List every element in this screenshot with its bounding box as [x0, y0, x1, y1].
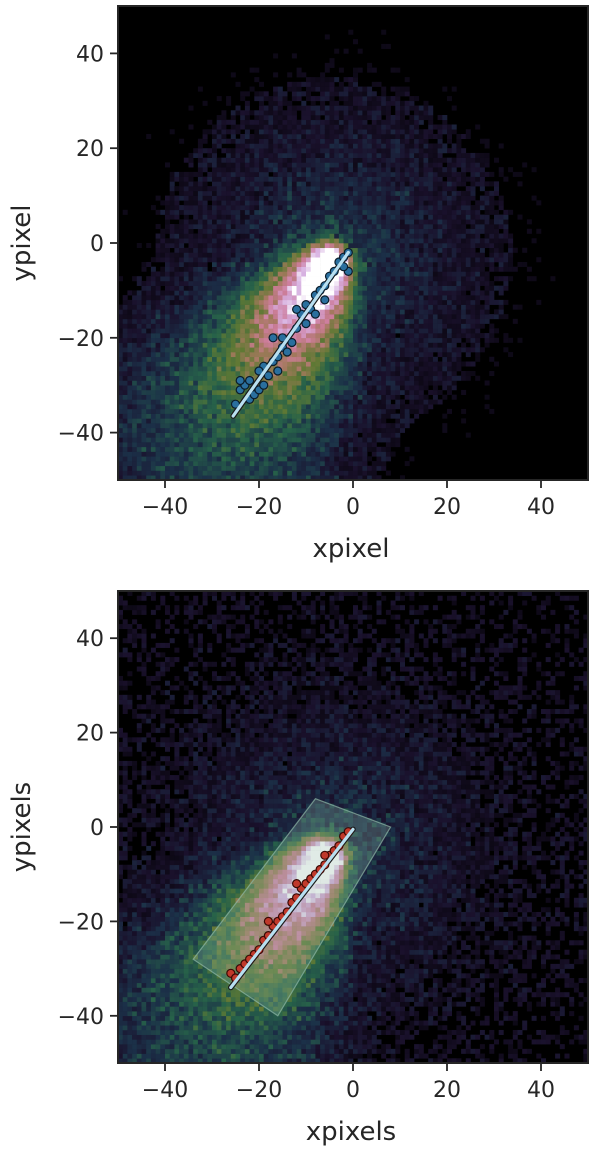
x-tick-label: −20	[236, 495, 282, 520]
x-axis-label: xpixel	[313, 534, 390, 564]
fit-line	[229, 827, 355, 990]
data-point	[245, 375, 255, 386]
data-point	[259, 380, 269, 390]
x-tick-label: 0	[346, 1078, 360, 1103]
data-point	[230, 399, 241, 409]
y-tick-label: −20	[58, 910, 104, 935]
y-tick-label: −40	[58, 422, 104, 447]
y-tick-label: 40	[76, 627, 104, 652]
data-point	[263, 916, 273, 927]
x-tick-label: 40	[527, 495, 555, 520]
density-heatmap	[118, 29, 556, 480]
y-tick-label: 40	[76, 42, 104, 67]
y-tick-label: 0	[90, 816, 104, 841]
y-axis-label: ypixel	[7, 205, 37, 282]
y-tick-label: 0	[90, 232, 104, 257]
fit-line	[231, 250, 350, 418]
x-tick-label: −20	[236, 1078, 282, 1103]
data-point	[301, 319, 311, 329]
panel-1: −40 −20 0 20 40 40 20 0 −20 −40 xpixel ypixel	[7, 5, 589, 564]
data-point	[282, 347, 292, 357]
data-point	[292, 304, 302, 314]
density-heatmap	[118, 591, 588, 1063]
data-point	[320, 850, 330, 860]
data-point	[320, 295, 330, 305]
data-point	[292, 878, 302, 889]
data-point	[287, 337, 297, 348]
data-point	[268, 333, 278, 343]
data-point	[235, 375, 245, 386]
y-tick-label: −20	[58, 327, 104, 352]
y-tick-label: −40	[58, 1005, 104, 1030]
data-point	[263, 371, 273, 381]
x-tick-label: 20	[433, 1078, 461, 1103]
x-tick-label: −40	[142, 1078, 188, 1103]
panel-2: −40 −20 0 20 40 40 20 0 −20 −40 xpixels ypixels	[7, 590, 589, 1147]
x-axis-label: xpixels	[306, 1117, 396, 1147]
x-tick-label: 20	[433, 495, 461, 520]
x-tick-label: 0	[346, 495, 360, 520]
x-tick-label: 40	[527, 1078, 555, 1103]
y-tick-label: 20	[76, 722, 104, 747]
y-tick-label: 20	[76, 137, 104, 162]
data-point	[273, 366, 283, 376]
data-point	[310, 309, 320, 319]
y-axis-label: ypixels	[7, 782, 37, 872]
x-tick-label: −40	[142, 495, 188, 520]
